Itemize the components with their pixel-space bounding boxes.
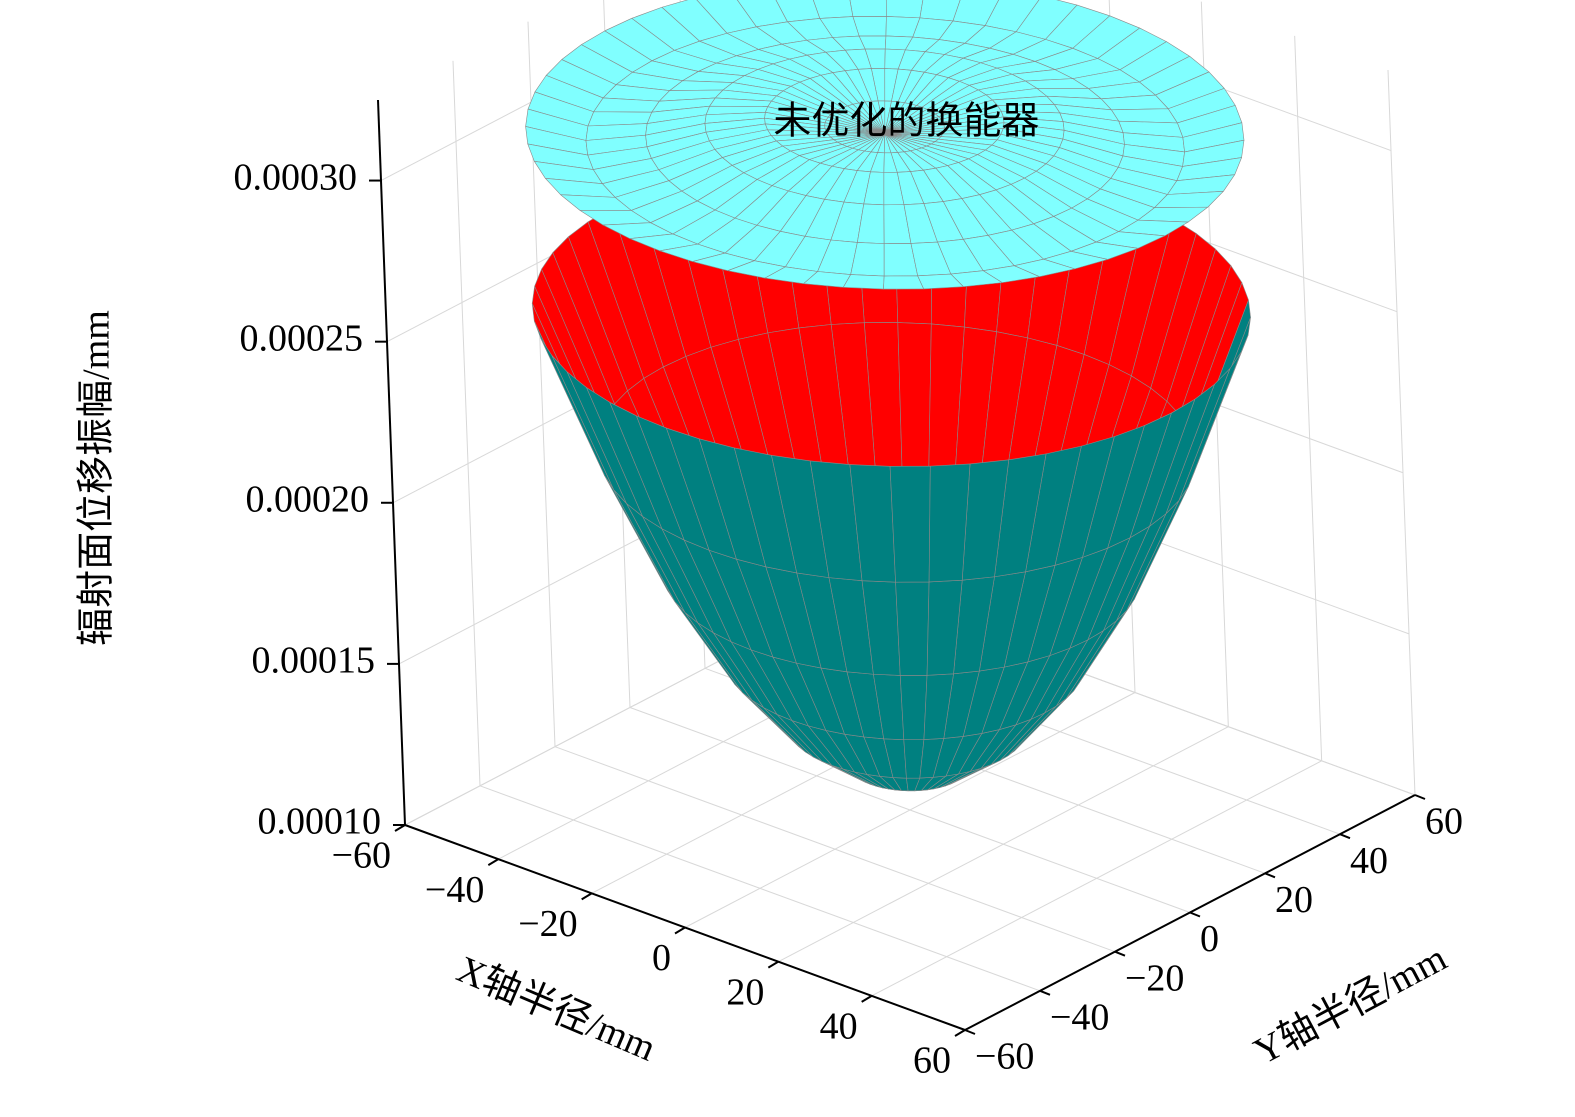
z-tick-label: 0.00015 — [252, 640, 376, 682]
y-tick-label: 0 — [1200, 918, 1219, 960]
x-tick-label: 0 — [652, 937, 671, 979]
grid-line — [629, 707, 1191, 913]
y-tick — [1189, 911, 1201, 918]
y-tick — [1414, 794, 1426, 800]
y-tick — [1264, 872, 1276, 879]
surface-patch — [899, 674, 928, 740]
grid-line — [452, 60, 481, 786]
z-axis — [377, 99, 406, 826]
y-tick-label: 40 — [1350, 840, 1388, 882]
surface-patch — [842, 274, 885, 290]
surface-patch — [889, 465, 931, 583]
x-tick — [674, 926, 686, 935]
x-axis-label: X轴半径/mm — [451, 948, 662, 1069]
x-tick — [487, 858, 499, 867]
z-tick-label: 0.00010 — [258, 801, 382, 843]
y-tick — [964, 1029, 976, 1035]
surface-patch — [897, 322, 932, 470]
y-tick-label: −60 — [975, 1036, 1034, 1078]
surface-patch — [1111, 108, 1178, 124]
x-tick — [767, 960, 779, 969]
x-tick-label: 20 — [726, 971, 764, 1013]
grid-line — [479, 785, 1041, 992]
y-tick-label: −40 — [1050, 997, 1109, 1039]
x-tick-label: −60 — [332, 835, 391, 877]
z-tick-label: 0.00030 — [234, 156, 358, 198]
x-tick-label: −20 — [518, 903, 577, 945]
z-axis-label: 辐射面位移振幅/mm — [76, 310, 118, 646]
z-tick-label: 0.00020 — [246, 478, 370, 520]
surface-patch — [883, 275, 924, 290]
grid-line — [1294, 35, 1323, 761]
y-tick — [1114, 950, 1126, 957]
series-label: 未优化的换能器 — [773, 100, 1039, 142]
grid-line — [554, 746, 1116, 953]
grid-line — [1387, 69, 1416, 796]
y-tick — [1039, 989, 1051, 996]
y-tick-label: 60 — [1425, 801, 1463, 843]
axes: −60 −40 −20 0 20 40 60 −60 −40 −20 0 20 40 60 0.00010 0… — [234, 99, 1463, 1082]
surfaces: 未优化的换能器柱状和声学表面结构 — [525, 0, 1251, 792]
x-tick — [954, 1029, 966, 1037]
x-tick-label: 40 — [820, 1006, 858, 1048]
y-tick-label: −20 — [1125, 957, 1184, 999]
surface-patch — [917, 273, 964, 290]
x-tick — [861, 994, 873, 1003]
z-tick-label: 0.00025 — [240, 317, 364, 359]
y-tick — [1339, 833, 1351, 840]
x-tick — [581, 892, 593, 901]
surface-patch — [895, 581, 930, 676]
y-axis-label: Y轴半径/mm — [1247, 937, 1453, 1073]
surface-patch — [928, 463, 971, 583]
y-tick-label: 20 — [1275, 879, 1313, 921]
x-tick-label: −40 — [425, 869, 484, 911]
x-tick-label: 60 — [913, 1040, 951, 1082]
